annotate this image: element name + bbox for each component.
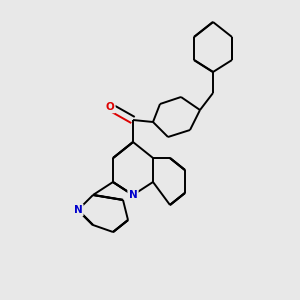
Text: N: N xyxy=(129,190,137,200)
Text: N: N xyxy=(74,205,82,215)
Text: O: O xyxy=(106,102,114,112)
